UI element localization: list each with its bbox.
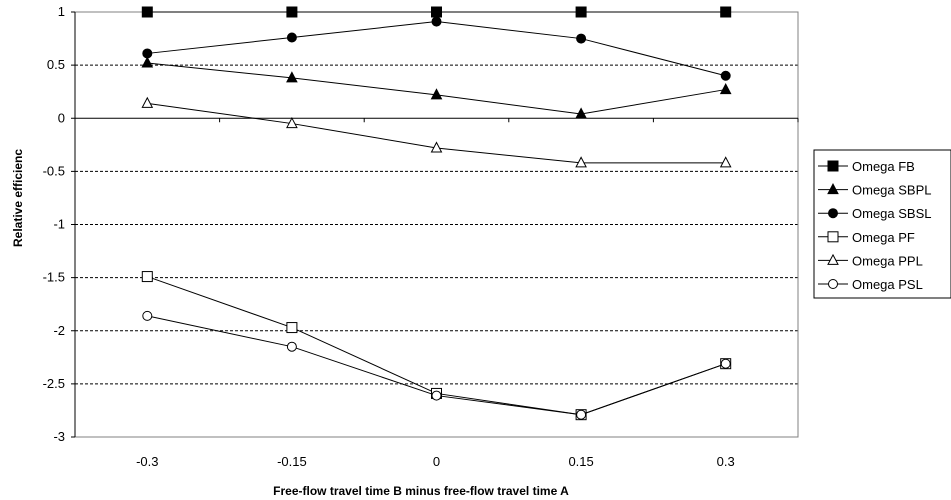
- y-axis-title: Relative efficienc: [11, 149, 25, 247]
- data-point-omega-sbpl: [286, 71, 298, 83]
- y-tick-label: -1: [53, 217, 65, 232]
- series-omega-psl: [142, 310, 731, 420]
- y-tick-label: -0.5: [43, 163, 65, 178]
- data-point-omega-sbsl: [576, 33, 587, 44]
- y-tick-label: -1.5: [43, 270, 65, 285]
- legend-label: Omega PPL: [852, 253, 923, 268]
- x-tick-label: -0.3: [136, 454, 158, 469]
- legend-marker: [828, 279, 838, 289]
- legend-label: Omega PSL: [852, 277, 923, 292]
- data-point-omega-sbsl: [720, 70, 731, 81]
- x-tick-label: -0.15: [277, 454, 307, 469]
- series-omega-fb: [141, 6, 732, 18]
- x-axis-ticks: -0.3 -0.15 0 0.15 0.3: [74, 118, 799, 469]
- legend-marker: [827, 253, 839, 265]
- y-tick-label: 1: [58, 4, 65, 19]
- data-point-omega-fb: [431, 6, 442, 18]
- data-point-omega-sbsl: [431, 16, 442, 27]
- legend: Omega FB Omega SBPL Omega SBSL Omega PF Omeg…: [813, 149, 951, 299]
- y-tick-label: -2.5: [43, 376, 65, 391]
- data-point-omega-ppl: [719, 156, 732, 168]
- data-point-omega-ppl: [286, 116, 298, 129]
- x-tick-label: 0.15: [568, 454, 593, 469]
- legend-label: Omega PF: [852, 230, 915, 245]
- series-layer: [141, 6, 732, 421]
- y-tick-label: 0.5: [47, 57, 65, 72]
- legend-item-omega-pf: Omega PF: [818, 230, 915, 245]
- x-tick-label: 0: [433, 454, 440, 469]
- series-omega-ppl: [141, 96, 732, 168]
- series-omega-sbsl: [142, 16, 731, 81]
- data-point-omega-ppl: [141, 96, 154, 108]
- data-point-omega-pf: [286, 322, 298, 334]
- y-axis-ticks: 1 0.5 0 -0.5 -1 -1.5 -2 -2.5 -3: [43, 4, 75, 444]
- data-point-omega-psl: [286, 341, 297, 352]
- data-point-omega-sbpl: [430, 88, 443, 100]
- series-line-omega-ppl: [147, 102, 726, 164]
- data-point-omega-fb: [720, 6, 732, 18]
- legend-item-omega-ppl: Omega PPL: [818, 253, 923, 268]
- data-point-omega-psl: [142, 310, 153, 321]
- data-point-omega-sbsl: [142, 48, 153, 59]
- data-point-omega-ppl: [575, 156, 587, 168]
- series-omega-sbpl: [141, 56, 732, 119]
- legend-label: Omega SBSL: [852, 206, 932, 221]
- data-point-omega-ppl: [430, 141, 443, 153]
- data-point-omega-fb: [286, 6, 298, 18]
- data-point-omega-sbpl: [719, 82, 732, 95]
- y-tick-label: 0: [58, 110, 65, 125]
- legend-item-omega-psl: Omega PSL: [818, 277, 923, 292]
- data-point-omega-psl: [431, 390, 442, 401]
- y-tick-label: -2: [53, 323, 65, 338]
- data-point-omega-fb: [575, 6, 587, 18]
- legend-label: Omega FB: [852, 159, 915, 174]
- legend-marker: [828, 208, 838, 219]
- data-point-omega-fb: [141, 6, 153, 18]
- data-point-omega-sbpl: [575, 107, 587, 119]
- legend-marker: [827, 183, 839, 195]
- legend-item-omega-sbpl: Omega SBPL: [818, 183, 932, 198]
- data-point-omega-psl: [720, 358, 731, 369]
- legend-marker: [827, 160, 839, 172]
- x-axis-title: Free-flow travel time B minus free-flow …: [273, 484, 569, 498]
- legend-label: Omega SBPL: [852, 183, 932, 198]
- x-tick-label: 0.3: [717, 454, 735, 469]
- legend-box: [813, 149, 951, 299]
- grid-lines: [75, 11, 798, 385]
- data-point-omega-psl: [576, 409, 587, 420]
- legend-item-omega-fb: Omega FB: [818, 159, 915, 174]
- data-point-omega-sbpl: [141, 56, 154, 68]
- legend-marker: [827, 231, 839, 243]
- legend-item-omega-sbsl: Omega SBSL: [818, 206, 932, 221]
- data-point-omega-pf: [141, 271, 153, 283]
- y-tick-label: -3: [53, 429, 65, 444]
- series-line-omega-sbsl: [147, 21, 726, 77]
- data-point-omega-sbsl: [286, 32, 297, 43]
